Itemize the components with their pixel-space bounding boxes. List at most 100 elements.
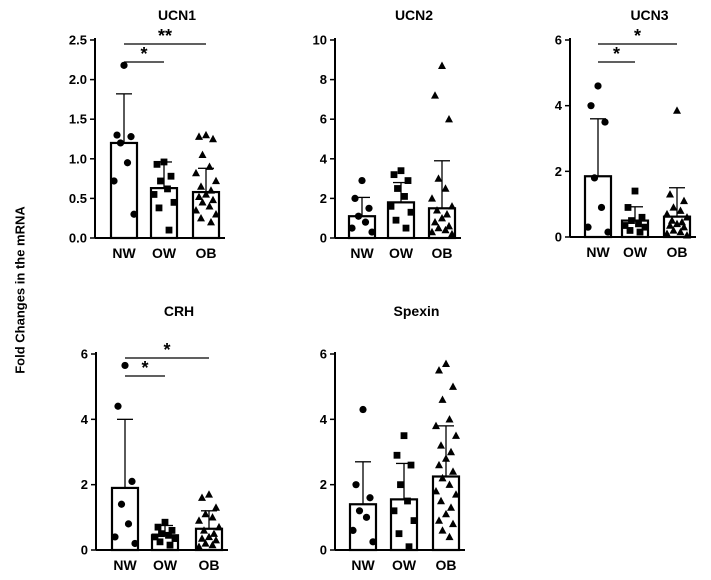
data-point-ob xyxy=(448,202,456,210)
x-tick-label: NW xyxy=(113,557,137,573)
data-point-nw xyxy=(114,402,122,410)
data-point-ow xyxy=(631,187,639,195)
data-point-ob xyxy=(205,532,213,541)
data-point-nw xyxy=(127,133,135,141)
chart-title: UCN3 xyxy=(630,7,668,23)
data-point-ow xyxy=(167,172,175,180)
data-point-ob xyxy=(205,490,213,498)
data-point-ob xyxy=(207,186,215,194)
data-point-nw xyxy=(354,212,363,220)
chart-title: UCN1 xyxy=(158,7,196,23)
data-point-ob xyxy=(445,532,454,541)
data-point-ob xyxy=(215,522,223,531)
data-point-ob xyxy=(210,529,218,537)
significance-label: * xyxy=(140,44,147,64)
y-tick-label: 6 xyxy=(81,347,88,362)
data-point-nw xyxy=(601,118,609,126)
y-tick-label: 2 xyxy=(81,477,88,492)
data-point-ob xyxy=(452,490,460,498)
data-point-ow xyxy=(641,223,649,231)
y-tick-label: 4 xyxy=(320,151,328,166)
data-point-ob xyxy=(209,195,217,204)
chart-title: CRH xyxy=(164,303,194,319)
bar-nw xyxy=(109,141,139,240)
data-point-nw xyxy=(130,210,138,218)
data-point-ow xyxy=(405,543,413,551)
y-tick-label: 0.0 xyxy=(69,231,87,246)
data-point-ow xyxy=(410,517,418,524)
chart-panel-crh: CRH 0 2 4 6 NW OW OB * * xyxy=(81,303,228,573)
data-point-ob xyxy=(198,534,206,542)
data-point-nw xyxy=(604,228,612,236)
data-point-ob xyxy=(195,542,203,550)
chart-title: Spexin xyxy=(394,303,440,319)
data-point-ow xyxy=(397,481,404,489)
data-point-ob xyxy=(445,115,453,123)
y-tick-label: 2 xyxy=(555,164,562,179)
data-point-ob xyxy=(212,503,220,511)
data-point-ob xyxy=(680,196,688,205)
data-point-ob xyxy=(432,487,440,495)
data-point-ow xyxy=(154,523,162,531)
data-point-ow xyxy=(636,228,644,236)
bar-ow xyxy=(389,498,419,552)
data-point-nw xyxy=(358,176,366,185)
data-point-ob xyxy=(428,194,436,202)
data-point-ob xyxy=(673,106,681,114)
data-point-ow xyxy=(626,227,634,234)
data-point-ob xyxy=(201,539,210,547)
y-tick-label: 1.5 xyxy=(69,112,87,127)
data-point-nw xyxy=(369,538,377,546)
data-point-ob xyxy=(676,206,685,214)
data-point-ow xyxy=(170,198,178,206)
y-tick-label: 6 xyxy=(555,33,562,48)
x-tick-label: OB xyxy=(436,557,457,573)
data-point-ob xyxy=(209,134,217,143)
data-point-nw xyxy=(113,131,121,139)
data-point-ob xyxy=(449,382,457,390)
data-point-ob xyxy=(195,132,203,140)
significance-label: * xyxy=(163,340,170,360)
data-point-ob xyxy=(197,182,205,190)
data-point-ob xyxy=(202,190,210,198)
data-point-ow xyxy=(168,527,176,534)
data-point-nw xyxy=(352,481,360,489)
data-point-ow xyxy=(157,177,164,185)
data-point-ob xyxy=(202,130,210,139)
data-point-ob xyxy=(428,227,436,236)
y-tick-label: 0 xyxy=(81,543,88,558)
data-point-ob xyxy=(435,460,443,469)
data-point-nw xyxy=(359,405,367,414)
data-point-ob xyxy=(445,221,453,230)
x-tick-label: NW xyxy=(351,557,375,573)
data-point-nw xyxy=(117,500,126,508)
data-point-ow xyxy=(407,461,415,469)
data-point-ob xyxy=(438,526,447,534)
x-tick-label: OB xyxy=(196,245,217,261)
data-point-ow xyxy=(171,535,179,542)
data-point-ob xyxy=(441,184,450,192)
x-tick-label: NW xyxy=(586,244,610,260)
data-point-nw xyxy=(355,507,364,515)
data-point-ow xyxy=(404,177,412,184)
data-point-ob xyxy=(669,226,678,234)
data-point-ob xyxy=(683,231,691,239)
y-tick-label: 4 xyxy=(81,412,89,427)
data-point-ob xyxy=(437,441,445,449)
significance-label: * xyxy=(634,26,641,46)
data-point-ob xyxy=(669,203,678,211)
significance-label: * xyxy=(613,44,620,64)
data-point-ob xyxy=(438,61,446,69)
data-point-ob xyxy=(666,221,674,229)
data-point-ob xyxy=(207,217,215,226)
chart-panel-spexin: Spexin 0 2 4 6 NW OW OB xyxy=(320,303,465,573)
data-point-ob xyxy=(195,516,203,524)
x-tick-label: NW xyxy=(112,245,136,261)
data-point-nw xyxy=(597,203,606,212)
x-tick-label: OW xyxy=(392,557,417,573)
data-point-nw xyxy=(111,533,119,541)
data-point-nw xyxy=(361,218,370,226)
data-point-ow xyxy=(635,220,642,228)
x-tick-label: OB xyxy=(432,245,453,261)
data-point-ob xyxy=(442,359,450,367)
